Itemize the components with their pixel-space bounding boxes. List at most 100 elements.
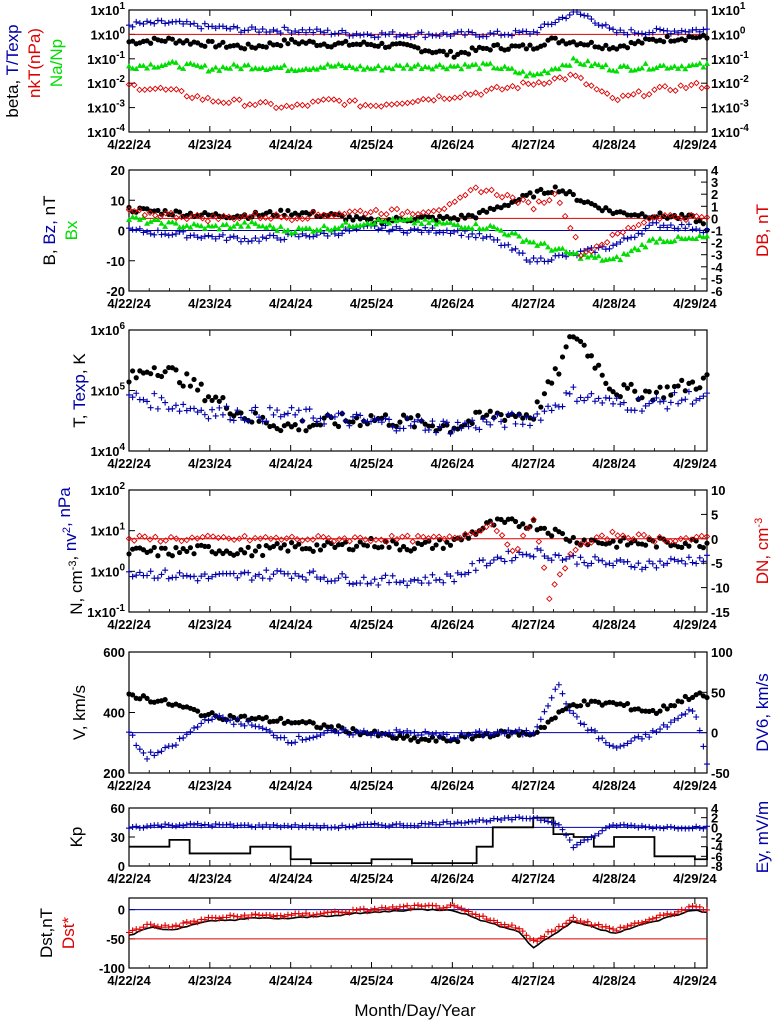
kp_ey-s1-point-157 bbox=[693, 823, 700, 830]
temperature-s1-point-105 bbox=[505, 411, 512, 418]
velocity-s0-point-160 bbox=[704, 694, 710, 701]
velocity-s1-point-160 bbox=[704, 761, 710, 768]
beta_ratios-s1-point-81 bbox=[418, 29, 425, 36]
dst-s1-point-153 bbox=[678, 906, 685, 913]
beta_ratios-s3-point-6 bbox=[157, 84, 164, 92]
dst-s1-point-96 bbox=[472, 911, 479, 918]
magnetic_field-s2-point-54 bbox=[321, 222, 328, 229]
velocity-s1-point-86 bbox=[436, 733, 443, 740]
temperature-s1-point-115 bbox=[541, 408, 548, 415]
magnetic_field-rtick-label: -5 bbox=[711, 272, 723, 287]
velocity-s1-point-50 bbox=[306, 735, 313, 742]
kp_ey-s1-point-124 bbox=[573, 841, 580, 848]
beta_ratios-s2-point-135 bbox=[613, 68, 620, 74]
dst-s1-point-12 bbox=[169, 923, 176, 930]
temperature-s0-point-20 bbox=[198, 381, 204, 387]
temperature-s0-point-125 bbox=[577, 338, 584, 345]
beta_ratios-s3-point-62 bbox=[451, 94, 459, 101]
beta_ratios-s2-point-96 bbox=[472, 61, 479, 67]
beta_ratios-s3-point-72 bbox=[504, 84, 511, 92]
temperature-s1-point-48 bbox=[299, 417, 306, 424]
density_pressure-s0-point-72 bbox=[386, 544, 392, 550]
kp_ey-s1-point-113 bbox=[534, 815, 541, 822]
magnetic_field-s3-point-99 bbox=[645, 215, 653, 222]
magnetic_field-s3-point-106 bbox=[682, 216, 690, 224]
temperature-s0-point-31 bbox=[238, 410, 244, 416]
beta_ratios-s0-point-118 bbox=[552, 35, 558, 41]
beta_ratios-s0-point-98 bbox=[480, 45, 486, 51]
temperature-s0-point-67 bbox=[368, 412, 374, 419]
temperature-s0-point-18 bbox=[191, 376, 197, 383]
velocity-xtick-label: 4/24/24 bbox=[269, 778, 313, 793]
kp_ey-right-label: Ey, mV/m bbox=[753, 801, 772, 873]
beta_ratios-s0-point-154 bbox=[682, 37, 688, 43]
temperature-s1-point-25 bbox=[216, 404, 223, 411]
velocity-xtick-label: 4/26/24 bbox=[431, 778, 475, 793]
temperature-xtick-label: 4/27/24 bbox=[512, 456, 556, 471]
density_pressure-s0-point-115 bbox=[541, 525, 548, 531]
beta_ratios-s2-point-58 bbox=[335, 61, 342, 67]
magnetic_field-s3-point-101 bbox=[656, 215, 663, 223]
beta_ratios-s3-point-37 bbox=[320, 96, 327, 103]
density_pressure-s0-point-7 bbox=[151, 544, 157, 551]
density_pressure-xtick-label: 4/27/24 bbox=[512, 617, 556, 632]
kp_ey-xtick-label: 4/28/24 bbox=[592, 871, 636, 886]
velocity-s1-point-135 bbox=[613, 744, 620, 751]
kp_ey-s1-point-51 bbox=[310, 824, 317, 831]
velocity-s1-point-40 bbox=[270, 732, 277, 739]
beta_ratios-s3-point-39 bbox=[330, 96, 338, 103]
beta_ratios-s1-point-101 bbox=[490, 30, 497, 37]
velocity-s0-point-97 bbox=[476, 732, 483, 739]
velocity-s0-point-105 bbox=[505, 733, 511, 739]
beta_ratios-s1-point-92 bbox=[458, 28, 465, 35]
dst-s1-point-76 bbox=[400, 903, 407, 910]
magnetic_field-s2-point-51 bbox=[310, 228, 317, 234]
magnetic_field-s2-point-75 bbox=[396, 216, 403, 223]
magnetic_field-s2-point-86 bbox=[436, 219, 443, 225]
temperature-s0-point-37 bbox=[260, 414, 266, 420]
magnetic_field-rtick-label: 2 bbox=[711, 187, 718, 202]
density_pressure-s1-point-126 bbox=[581, 559, 588, 566]
magnetic_field-s1-point-91 bbox=[454, 227, 461, 234]
temperature-s1-point-125 bbox=[577, 394, 584, 401]
temperature-xtick-label: 4/24/24 bbox=[269, 456, 313, 471]
kp_ey-s1-point-115 bbox=[541, 817, 548, 824]
beta_ratios-s2-point-75 bbox=[396, 62, 403, 68]
density_pressure-s2-point-56 bbox=[420, 533, 427, 541]
beta_ratios-s0-point-138 bbox=[624, 45, 631, 51]
beta_ratios-s1-point-59 bbox=[339, 27, 346, 34]
density_pressure-s2-point-58 bbox=[430, 533, 438, 540]
kp_ey-s1-point-130 bbox=[595, 830, 602, 837]
velocity-s0-point-38 bbox=[263, 714, 269, 720]
magnetic_field-s1-point-41 bbox=[274, 234, 281, 241]
density_pressure-s0-point-30 bbox=[234, 551, 240, 557]
beta_ratios-s1-point-133 bbox=[606, 25, 613, 32]
magnetic_field-s3-point-46 bbox=[367, 208, 374, 216]
density_pressure-s2-point-79 bbox=[540, 564, 548, 571]
density_pressure-s1-point-93 bbox=[461, 571, 468, 578]
beta_ratios-s1-point-30 bbox=[234, 24, 241, 31]
density_pressure-s2-point-14 bbox=[199, 533, 206, 541]
magnetic_field-s2-point-126 bbox=[581, 251, 588, 257]
beta_ratios-s1-point-121 bbox=[563, 15, 570, 22]
beta_ratios-s1-point-50 bbox=[306, 26, 313, 33]
density_pressure-s1-point-122 bbox=[566, 553, 573, 560]
beta_ratios-s3-point-92 bbox=[609, 94, 616, 102]
magnetic_field-s1-point-157 bbox=[693, 226, 700, 233]
magnetic_field-s1-point-137 bbox=[620, 235, 627, 242]
magnetic_field-s0-point-109 bbox=[520, 192, 526, 199]
temperature-s1-point-45 bbox=[288, 404, 295, 411]
magnetic_field-s1-point-61 bbox=[346, 227, 353, 234]
velocity-s1-point-51 bbox=[310, 734, 317, 741]
velocity-s1-point-37 bbox=[259, 725, 266, 732]
beta_ratios-s3-point-26 bbox=[262, 98, 269, 106]
magnetic_field-s2-point-34 bbox=[248, 219, 255, 225]
temperature-s1-point-106 bbox=[508, 410, 515, 417]
velocity-s1-point-137 bbox=[620, 742, 627, 749]
temperature-s1-point-150 bbox=[667, 399, 674, 406]
dst-xtick-label: 4/29/24 bbox=[673, 973, 717, 988]
dst-s1-point-118 bbox=[552, 927, 559, 934]
kp_ey-s1-point-56 bbox=[328, 824, 335, 831]
beta_ratios-s2-point-92 bbox=[458, 66, 465, 72]
